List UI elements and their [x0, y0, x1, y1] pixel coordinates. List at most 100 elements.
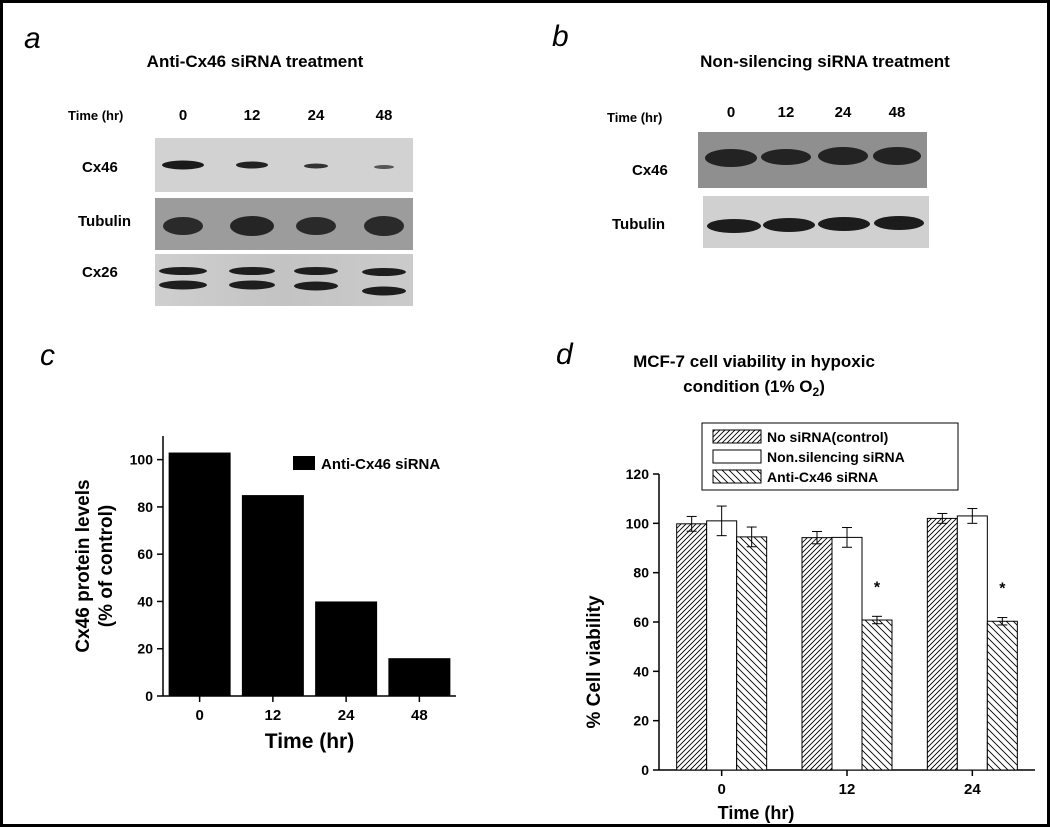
- d-y-tick-label: 40: [633, 663, 649, 679]
- c-bar: [315, 601, 378, 696]
- panel-d: d MCF-7 cell viability in hypoxic condit…: [556, 338, 1035, 823]
- c-bar: [388, 658, 451, 696]
- c-x-tick-label: 0: [195, 707, 203, 724]
- d-y-tick-label: 80: [633, 565, 649, 581]
- d-y-tick-label: 60: [633, 614, 649, 630]
- c-y-axis-label-line2: (% of control): [96, 505, 117, 627]
- d-y-tick-label: 0: [641, 762, 649, 778]
- band: [818, 217, 870, 231]
- d-bar: [861, 619, 893, 771]
- c-y-axis-label-line1: Cx46 protein levels: [73, 479, 94, 652]
- panel-a: a Anti-Cx46 siRNA treatment Time (hr) 0 …: [24, 22, 413, 306]
- d-bar: [706, 520, 738, 771]
- panel-d-title-line2-suffix: ): [819, 377, 825, 396]
- panel-d-letter: d: [556, 338, 574, 371]
- c-y-tick-label: 40: [137, 593, 153, 609]
- band: [230, 216, 274, 236]
- band: [818, 147, 868, 165]
- c-y-tick-label: 20: [137, 641, 153, 657]
- d-legend-label: No siRNA(control): [767, 429, 888, 445]
- panel-d-title-line2: condition (1% O2): [683, 377, 825, 399]
- c-x-tick-label: 48: [411, 707, 428, 724]
- c-y-tick-label: 60: [137, 546, 153, 562]
- d-significance-mark: *: [874, 579, 881, 596]
- band: [763, 218, 815, 232]
- d-x-tick-label: 0: [717, 781, 725, 798]
- band: [159, 267, 207, 275]
- band: [362, 286, 406, 296]
- band: [294, 281, 338, 291]
- panel-b-row-tubulin: Tubulin: [612, 216, 665, 233]
- d-bar: [676, 523, 708, 771]
- band: [873, 147, 921, 165]
- panel-c-letter: c: [40, 339, 55, 372]
- c-y-tick-label: 0: [145, 688, 153, 704]
- panel-d-title-line1: MCF-7 cell viability in hypoxic: [633, 352, 875, 371]
- d-y-tick-label: 20: [633, 713, 649, 729]
- d-bar: [956, 515, 988, 771]
- panel-d-title-line2-sub: 2: [813, 385, 820, 399]
- panel-b-row-cx46: Cx46: [632, 162, 668, 179]
- c-x-tick-label: 12: [265, 707, 282, 724]
- d-legend-swatch: [712, 429, 762, 444]
- d-significance-mark: *: [999, 581, 1006, 598]
- panel-a-row-cx26: Cx26: [82, 264, 118, 281]
- d-bar: [926, 517, 958, 771]
- panel-b-blot: [698, 132, 929, 248]
- panel-b-time-24: 24: [835, 104, 852, 121]
- panel-b-time-label: Time (hr): [607, 110, 662, 125]
- c-bar: [241, 495, 304, 696]
- band: [304, 163, 328, 169]
- band: [229, 280, 275, 290]
- panel-a-blot: [155, 138, 413, 306]
- d-y-tick-label: 100: [626, 515, 650, 531]
- d-legend-swatch: [712, 449, 762, 464]
- c-x-axis-label: Time (hr): [265, 730, 354, 753]
- blot-strip-cx26: [155, 254, 413, 306]
- d-x-axis-label: Time (hr): [718, 803, 795, 823]
- panel-b-time-48: 48: [889, 104, 906, 121]
- band: [362, 268, 406, 276]
- band: [364, 216, 404, 236]
- d-bar: [986, 620, 1018, 771]
- chart-c: 0 20 40 60 80 100 0 12 24 48 Time (hr) Cx46 protein…: [73, 436, 456, 753]
- panel-a-time-0: 0: [179, 107, 187, 124]
- c-legend-label: Anti-Cx46 siRNA: [321, 456, 440, 473]
- band: [236, 161, 268, 169]
- d-x-tick-label: 24: [964, 781, 981, 798]
- band: [296, 217, 336, 235]
- band: [229, 267, 275, 275]
- d-legend-swatch: [712, 469, 762, 484]
- band: [707, 219, 761, 233]
- c-legend-swatch: [293, 456, 315, 470]
- d-legend-label: Non.silencing siRNA: [767, 449, 905, 465]
- panel-a-title: Anti-Cx46 siRNA treatment: [147, 52, 364, 71]
- panel-a-time-24: 24: [308, 107, 325, 124]
- d-bar: [801, 537, 833, 771]
- d-y-tick-label: 120: [626, 466, 650, 482]
- panel-d-title-line2-prefix: condition (1% O: [683, 377, 812, 396]
- d-bar: [736, 536, 768, 771]
- band: [163, 217, 203, 235]
- panel-b-time-0: 0: [727, 104, 735, 121]
- band: [705, 149, 757, 167]
- band: [162, 160, 204, 170]
- d-bar: [831, 536, 863, 771]
- c-y-tick-label: 80: [137, 499, 153, 515]
- panel-a-time-12: 12: [244, 107, 261, 124]
- panel-c: c 0 20 40 60 80 100 0 12 24 48 Time (hr) Cx46 prote…: [40, 339, 456, 753]
- panel-a-row-tubulin: Tubulin: [78, 213, 131, 230]
- band: [374, 165, 394, 169]
- panel-b-letter: b: [552, 20, 569, 53]
- panel-a-time-label: Time (hr): [68, 108, 123, 123]
- panel-b-time-12: 12: [778, 104, 795, 121]
- panel-a-time-48: 48: [376, 107, 393, 124]
- panel-a-row-cx46: Cx46: [82, 159, 118, 176]
- panel-b: b Non-silencing siRNA treatment Time (hr…: [552, 20, 950, 248]
- band: [294, 267, 338, 275]
- panel-a-letter: a: [24, 22, 41, 55]
- panel-b-title: Non-silencing siRNA treatment: [700, 52, 950, 71]
- d-y-axis-label: % Cell viability: [584, 595, 605, 728]
